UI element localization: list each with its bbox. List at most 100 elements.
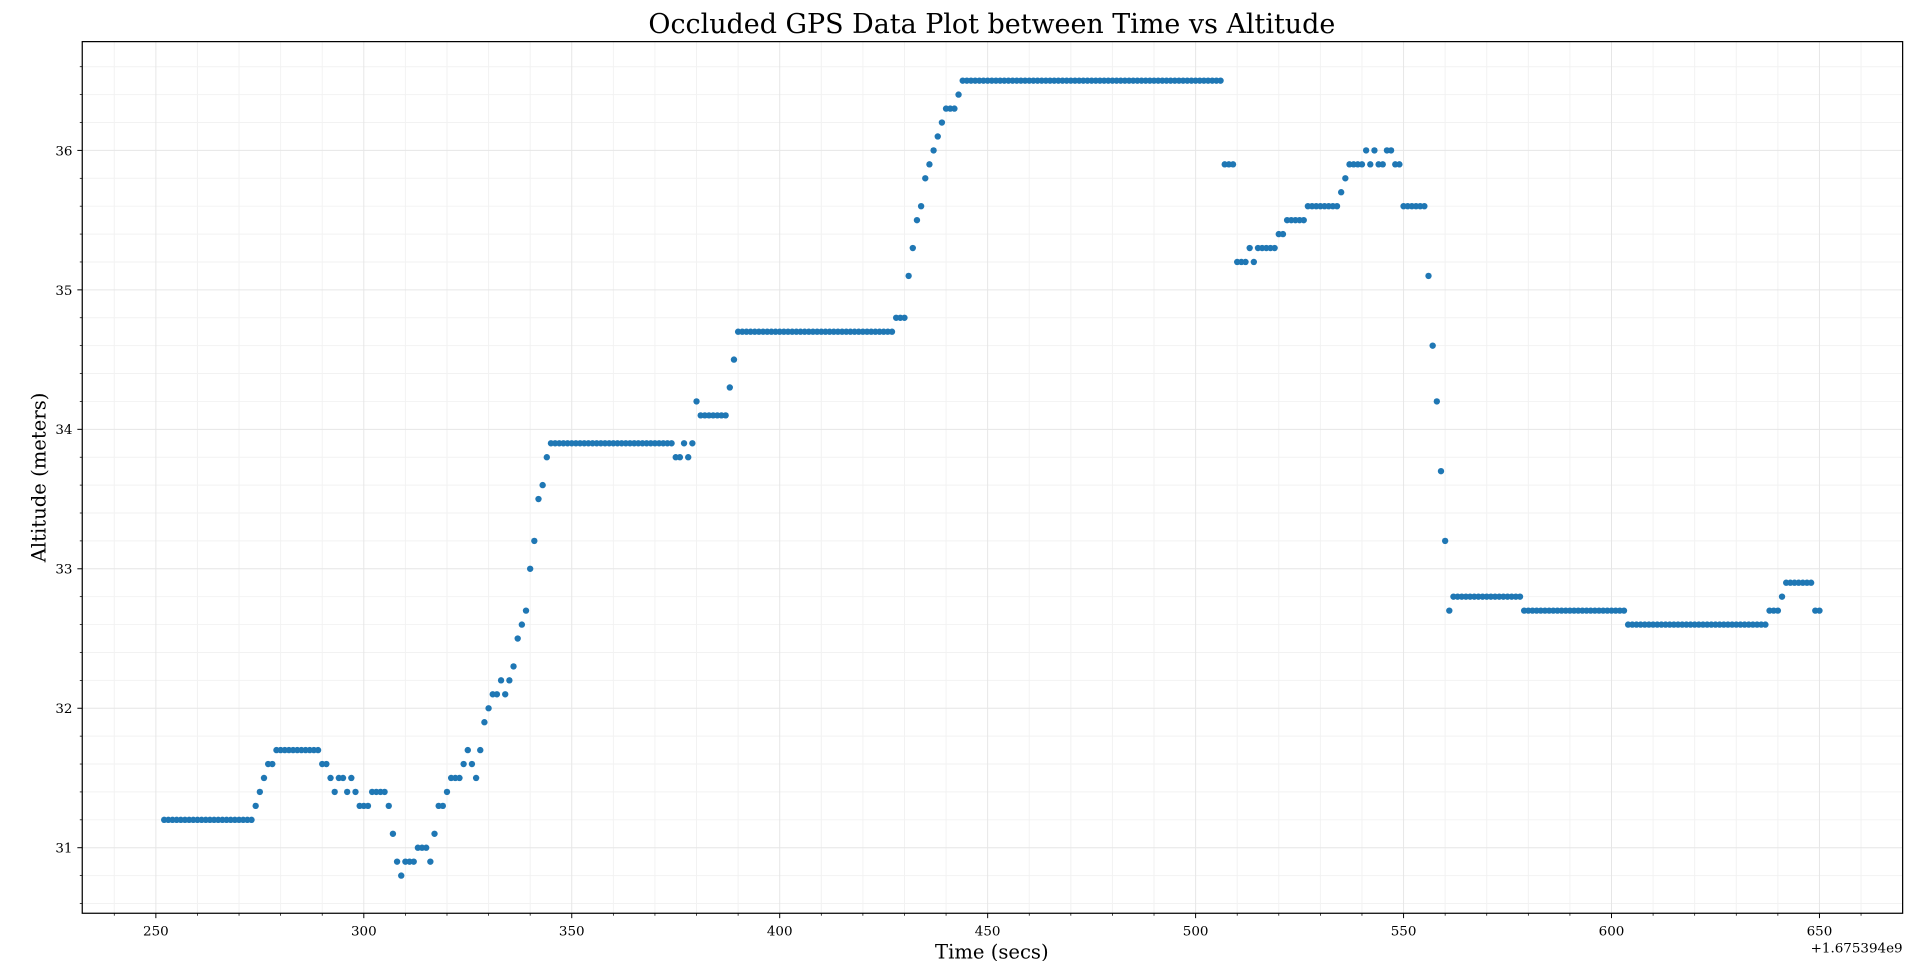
data-point: [468, 760, 476, 768]
data-point: [680, 440, 688, 447]
data-point: [934, 133, 941, 140]
data-point: [1429, 342, 1436, 349]
data-point: [526, 565, 534, 572]
data-point: [1362, 147, 1370, 154]
data-point: [543, 454, 550, 461]
y-axis-label: Altitude (meters): [28, 393, 51, 564]
data-point: [1371, 147, 1378, 154]
data-point: [1217, 77, 1224, 84]
data-point: [730, 356, 738, 363]
x-tick-label: 450: [975, 924, 1001, 939]
data-point: [539, 481, 546, 489]
data-point: [1300, 216, 1307, 224]
data-point: [269, 760, 276, 768]
data-point: [477, 746, 484, 754]
data-point: [510, 663, 517, 670]
data-point: [722, 412, 729, 419]
data-point: [456, 774, 463, 782]
data-point: [1333, 203, 1341, 210]
data-point: [1387, 147, 1395, 154]
data-point: [951, 105, 958, 112]
data-point: [1433, 398, 1441, 405]
data-point: [1774, 607, 1782, 614]
data-point: [888, 328, 896, 335]
data-point: [1367, 161, 1374, 168]
data-point: [676, 454, 684, 461]
data-point: [535, 495, 542, 503]
data-point: [1229, 161, 1237, 168]
data-point: [913, 216, 921, 224]
x-tick-label: 550: [1391, 924, 1417, 939]
data-point: [1620, 607, 1628, 614]
plot-frame: [81, 41, 1904, 914]
data-point: [930, 147, 937, 154]
x-tick-label: 250: [143, 924, 169, 939]
data-point: [1425, 272, 1432, 280]
data-point: [1807, 579, 1815, 586]
data-point: [1778, 593, 1786, 600]
data-point: [531, 537, 538, 545]
data-point: [423, 844, 430, 851]
y-tick-label: 32: [55, 702, 72, 717]
data-point: [1379, 161, 1386, 168]
data-point: [514, 635, 521, 642]
data-point: [1242, 258, 1249, 266]
data-point: [1762, 621, 1769, 628]
data-point: [955, 91, 962, 98]
data-point: [464, 746, 471, 754]
data-point: [485, 705, 492, 712]
data-point: [364, 802, 372, 810]
data-point: [693, 398, 700, 405]
y-tick-label: 34: [55, 423, 72, 438]
data-point: [689, 440, 696, 447]
data-point: [1441, 537, 1449, 545]
data-point: [1337, 189, 1345, 196]
data-point: [385, 802, 392, 810]
y-tick-label: 35: [55, 284, 72, 299]
data-point: [905, 272, 912, 280]
data-point: [685, 454, 692, 461]
data-point: [398, 872, 405, 879]
data-point: [1358, 161, 1366, 168]
data-point: [922, 175, 929, 182]
data-point: [348, 774, 355, 782]
data-point: [256, 788, 264, 796]
data-point: [431, 830, 438, 837]
data-point: [381, 788, 388, 796]
y-tick-label: 33: [55, 563, 72, 578]
data-point: [901, 314, 908, 321]
x-tick-label: 400: [767, 924, 793, 939]
data-point: [248, 816, 255, 823]
data-point: [389, 830, 397, 837]
data-point: [393, 858, 401, 865]
data-point: [1816, 607, 1823, 614]
x-offset-label: +1.675394e9: [1811, 941, 1903, 956]
data-point: [493, 691, 501, 698]
data-point: [260, 774, 268, 782]
data-point: [1246, 244, 1253, 252]
data-point: [443, 788, 451, 796]
data-point: [1279, 230, 1287, 238]
data-point: [1446, 607, 1453, 614]
x-tick-label: 350: [559, 924, 585, 939]
points: [160, 77, 1823, 879]
data-point: [726, 384, 733, 391]
data-point: [460, 760, 467, 768]
data-point: [323, 760, 330, 768]
data-point: [502, 691, 509, 698]
data-point: [518, 621, 526, 628]
data-point: [522, 607, 530, 614]
data-point: [506, 677, 513, 684]
data-point: [339, 774, 347, 782]
data-point: [917, 203, 925, 210]
data-point: [926, 161, 933, 168]
data-point: [938, 119, 946, 126]
axes: 250 300 350 400 450 500 550 600 650 31 32 33 34 35 36: [55, 66, 1862, 939]
data-point: [343, 788, 351, 796]
data-point: [909, 244, 916, 252]
data-point: [1271, 244, 1278, 252]
data-point: [1250, 258, 1258, 266]
data-point: [252, 802, 259, 810]
data-point: [410, 858, 417, 865]
